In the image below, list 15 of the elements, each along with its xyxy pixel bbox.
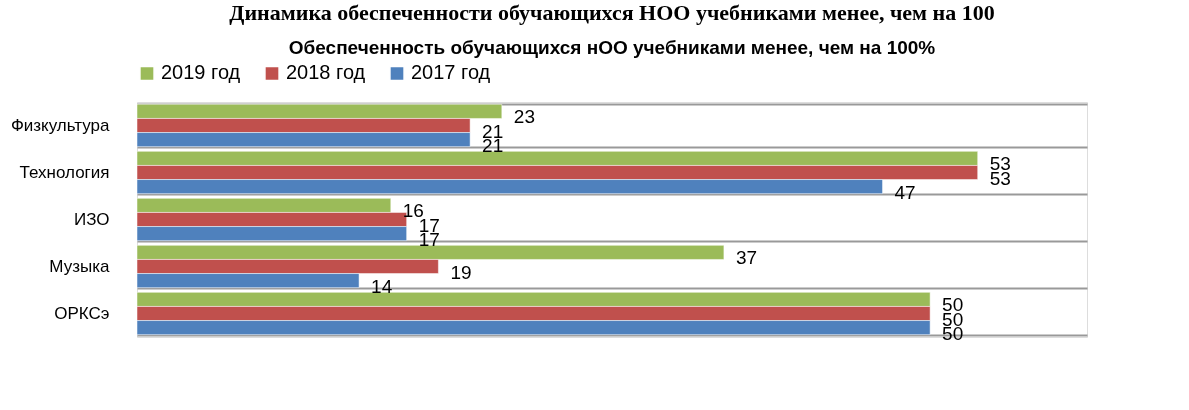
y-tick-label: ОРКСэ [54, 304, 110, 323]
legend-label: 2017 год [411, 61, 491, 84]
text: Динамика обеспеченности обучающихся НОО учебниками менее, чем на 100 [229, 0, 995, 25]
data-label: 37 [735, 247, 758, 269]
data-label: 47 [894, 181, 916, 203]
y-tick-label: Музыка [49, 257, 111, 276]
data-label: 23 [513, 106, 535, 128]
y-tick-label: Технология [19, 163, 110, 182]
data-label: 19 [450, 261, 472, 283]
legend-label: 2018 год [286, 61, 366, 84]
chart-title: Обеспеченность обучающихся нОО учебниками менее, чем на 100% [288, 37, 936, 58]
data-label: 14 [371, 275, 393, 297]
legend-label: 2019 год [161, 61, 241, 84]
y-tick-label: Физкультура [10, 116, 111, 135]
y-tick-label: ИЗО [73, 210, 110, 229]
